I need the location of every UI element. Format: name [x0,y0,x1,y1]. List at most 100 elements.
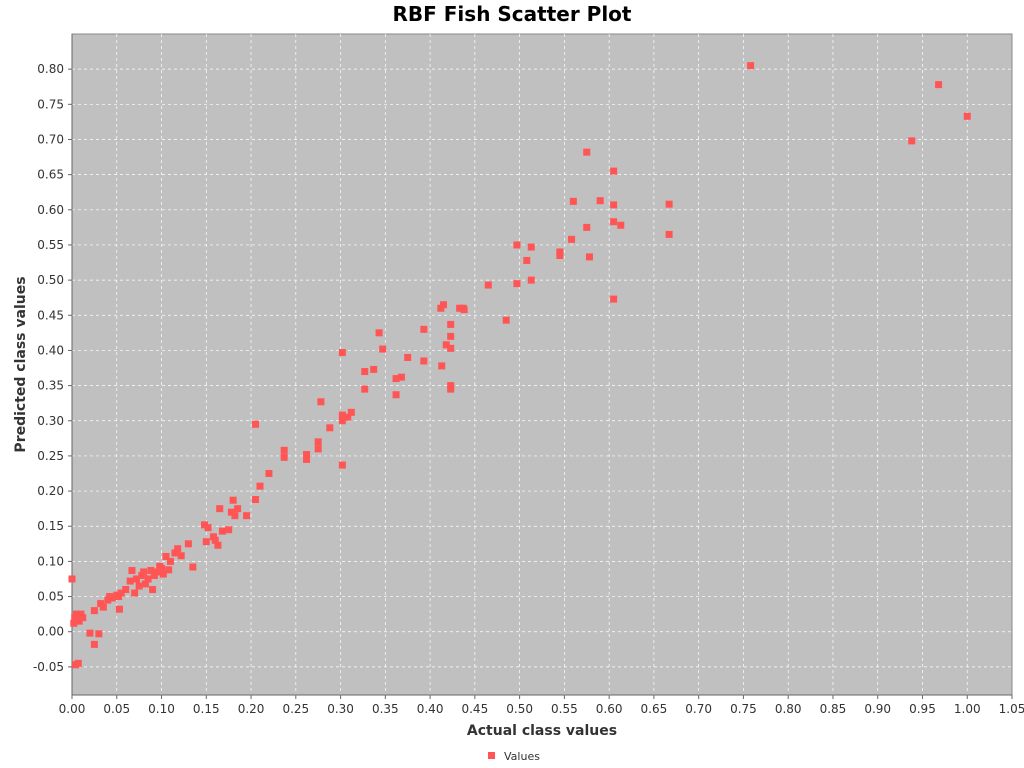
data-point [204,524,212,532]
data-point [75,617,83,625]
data-point [456,304,464,312]
data-point [347,408,355,416]
data-point [140,568,148,576]
data-point [99,603,107,611]
y-tick-label: 0.60 [37,203,64,217]
y-tick-label: 0.35 [37,379,64,393]
x-tick-label: 0.65 [641,702,668,716]
data-point [72,610,80,618]
data-point [392,375,400,383]
data-point [370,365,378,373]
data-point [79,614,87,622]
data-point [747,62,755,70]
data-point [177,552,185,560]
data-point [513,241,521,249]
data-point [585,253,593,261]
data-point [338,411,346,419]
data-point [252,496,260,504]
data-point [596,197,604,205]
data-point [184,540,192,548]
x-tick-label: 0.15 [193,702,220,716]
legend: Values [488,750,540,763]
y-tick-label: 0.55 [37,238,64,252]
data-point [132,575,140,583]
data-point [935,81,943,89]
data-point [502,316,510,324]
data-point [379,345,387,353]
data-point [583,223,591,231]
data-point [218,527,226,535]
data-point [447,320,455,328]
data-point [231,512,239,520]
x-tick-label: 0.20 [238,702,265,716]
data-point [484,281,492,289]
data-point [104,596,112,604]
data-point [527,243,535,251]
data-point [131,589,139,597]
data-point [447,382,455,390]
data-point [303,455,311,463]
data-point [227,508,235,516]
data-point [280,446,288,454]
data-point [610,167,618,175]
data-point [610,201,618,209]
data-point [150,571,158,579]
data-point [556,252,564,260]
data-point [202,538,210,546]
x-tick-label: 0.55 [551,702,578,716]
x-tick-label: 0.25 [282,702,309,716]
data-point [610,218,618,226]
data-point [314,438,322,446]
data-point [303,451,311,459]
data-point [280,453,288,461]
legend-label: Values [504,750,540,763]
data-point [665,230,673,238]
data-point [338,461,346,469]
data-point [200,521,208,529]
data-point [159,570,167,578]
data-point [117,589,125,597]
data-point [447,332,455,340]
data-point [438,362,446,370]
x-tick-label: 0.10 [148,702,175,716]
data-point [122,586,130,594]
data-point [437,304,445,312]
data-point [135,582,143,590]
x-tick-label: 0.00 [59,702,86,716]
data-point [234,505,242,513]
data-point [108,594,116,602]
data-point [527,276,535,284]
x-tick-label: 0.70 [685,702,712,716]
data-point [314,445,322,453]
data-point [211,536,219,544]
data-point [97,600,105,608]
x-tick-label: 0.35 [372,702,399,716]
x-tick-label: 0.50 [506,702,533,716]
data-point [141,580,149,588]
data-point [326,424,334,432]
x-tick-label: 0.40 [417,702,444,716]
legend-swatch [488,752,495,759]
x-tick-label: 0.90 [864,702,891,716]
data-point [115,593,123,601]
x-tick-label: 0.30 [327,702,354,716]
x-tick-label: 0.95 [909,702,936,716]
data-point [610,295,618,303]
x-tick-label: 1.00 [954,702,981,716]
x-tick-label: 0.60 [596,702,623,716]
data-point [128,567,136,575]
x-tick-label: 0.45 [461,702,488,716]
data-point [404,353,412,361]
x-tick-label: 0.05 [103,702,130,716]
y-tick-label: 0.00 [37,625,64,639]
data-point [447,344,455,352]
data-point [86,629,94,637]
data-point [90,640,98,648]
data-point [126,577,134,585]
data-point [149,586,157,594]
data-point [361,368,369,376]
data-point [229,496,237,504]
data-point [338,349,346,357]
data-point [256,482,264,490]
